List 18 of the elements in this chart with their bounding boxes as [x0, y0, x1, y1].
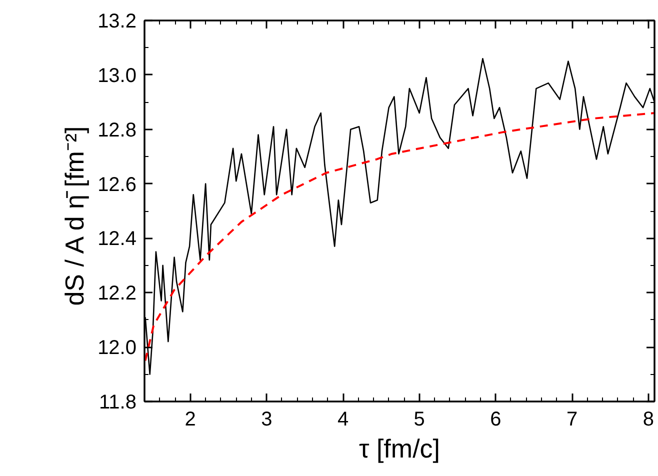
y-axis-title: dS / A d η̄ [fm⁻²] [60, 126, 90, 306]
x-tick-label: 6 [490, 408, 502, 430]
y-tick-label: 12.2 [98, 282, 137, 305]
x-tick-label: 4 [337, 408, 349, 430]
x-axis-title: τ [fm/c] [358, 434, 440, 464]
x-tick-label: 3 [261, 408, 272, 430]
x-tick-label: 7 [566, 408, 578, 430]
line-series [144, 112, 654, 362]
y-tick-label: 11.8 [99, 392, 137, 414]
y-tick-label: 13.2 [98, 10, 137, 32]
x-tick-label: 5 [414, 408, 425, 430]
x-tick-label: 8 [642, 408, 654, 430]
x-tick-label: 2 [184, 408, 196, 430]
y-tick-label: 13.0 [98, 64, 137, 87]
y-tick-label: 12.6 [98, 174, 137, 196]
y-tick-label: 12.0 [98, 337, 137, 360]
y-tick-label: 12.4 [98, 228, 137, 250]
y-tick-label: 12.8 [98, 119, 137, 142]
